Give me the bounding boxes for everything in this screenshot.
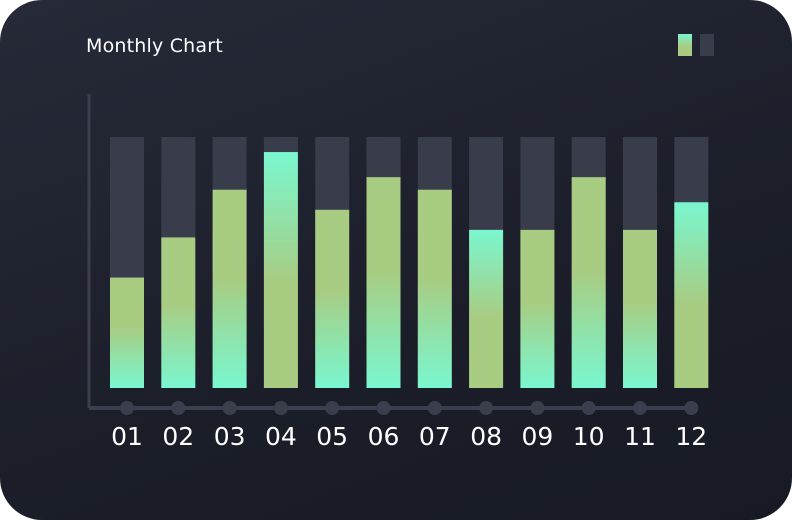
x-tick-label: 08 — [470, 422, 502, 451]
axis-dot — [376, 401, 391, 415]
axis-dot — [684, 401, 699, 415]
x-tick-label: 04 — [265, 422, 297, 451]
bar-10[interactable] — [571, 177, 606, 388]
bar-07[interactable] — [417, 189, 452, 388]
axis-dot — [633, 401, 647, 415]
axis-dot — [120, 401, 134, 415]
axis-dot — [325, 401, 340, 415]
x-tick-label: 02 — [162, 422, 194, 451]
chart-title: Monthly Chart — [86, 35, 223, 57]
axis-dot — [273, 401, 288, 415]
legend-remaining-swatch — [700, 34, 714, 56]
axis-dot — [222, 401, 237, 415]
bar-11[interactable] — [623, 229, 657, 388]
bar-03[interactable] — [212, 189, 247, 388]
x-tick-label: 10 — [573, 422, 605, 451]
axis-dot — [171, 401, 186, 415]
x-tick-label: 01 — [111, 422, 143, 451]
bar-12[interactable] — [674, 202, 709, 388]
bar-06[interactable] — [366, 177, 401, 388]
axis-dot — [581, 401, 596, 415]
axis-dot — [479, 401, 494, 415]
axis-dot — [530, 401, 545, 415]
bar-09[interactable] — [520, 229, 555, 388]
x-tick-label: 09 — [521, 422, 553, 451]
x-tick-label: 06 — [368, 422, 400, 451]
x-tick-label: 03 — [214, 422, 246, 451]
x-tick-label: 05 — [316, 422, 348, 451]
legend-value-swatch — [678, 34, 692, 56]
bar-01[interactable] — [110, 277, 144, 388]
x-tick-label: 07 — [419, 422, 451, 451]
bar-04[interactable] — [263, 152, 298, 388]
x-tick-label: 11 — [624, 422, 656, 451]
bar-05[interactable] — [315, 209, 350, 388]
axis-dot — [427, 401, 442, 415]
bar-08[interactable] — [469, 229, 504, 388]
bar-02[interactable] — [161, 237, 196, 388]
x-tick-label: 12 — [675, 422, 707, 451]
